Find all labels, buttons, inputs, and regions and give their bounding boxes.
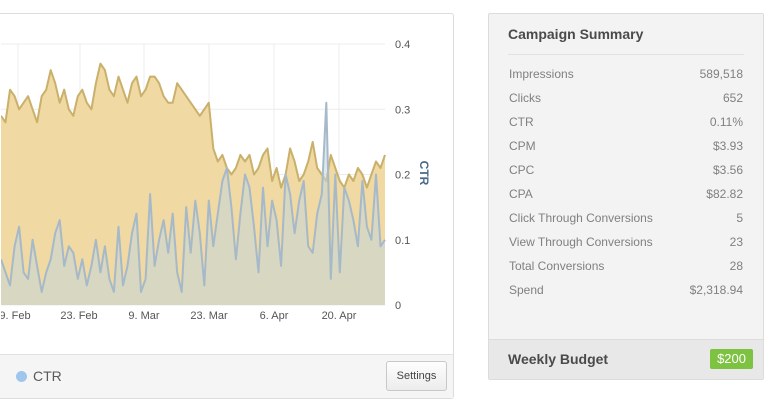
metric-label: View Through Conversions bbox=[509, 235, 653, 249]
metric-row: Impressions 589,518 bbox=[509, 65, 743, 89]
metric-row: CPC $3.56 bbox=[509, 161, 743, 185]
metric-value: 0.11% bbox=[709, 115, 743, 129]
metric-value: 23 bbox=[729, 235, 743, 249]
metric-row: Spend $2,318.94 bbox=[509, 281, 743, 305]
y-axis-right: 0 0.1 0.2 0.3 0.4 bbox=[395, 39, 410, 312]
ctr-chart: 9. Feb 23. Feb 9. Mar 23. Mar 6. Apr 20. Apr … bbox=[1, 39, 431, 322]
y-tick-label: 0.1 bbox=[395, 235, 410, 247]
legend-ctr-label[interactable]: CTR bbox=[33, 368, 62, 384]
chart-panel: 9. Feb 23. Feb 9. Mar 23. Mar 6. Apr 20. Apr … bbox=[0, 13, 454, 399]
x-tick-label: 23. Feb bbox=[60, 310, 97, 322]
metric-label: Click Through Conversions bbox=[509, 211, 653, 225]
metric-row: Click Through Conversions 5 bbox=[509, 209, 743, 233]
metric-row: Clicks 652 bbox=[509, 89, 743, 113]
series-line-1 bbox=[1, 62, 386, 189]
metric-value: 652 bbox=[722, 91, 743, 105]
y-tick-label: 0 bbox=[395, 300, 401, 312]
budget-badge: $200 bbox=[710, 349, 753, 369]
y-tick-label: 0.4 bbox=[395, 39, 410, 51]
metric-value: 589,518 bbox=[699, 67, 743, 81]
divider bbox=[508, 54, 744, 55]
metric-value: $3.56 bbox=[712, 163, 743, 177]
metric-value: $2,318.94 bbox=[689, 283, 743, 297]
x-tick-label: 9. Mar bbox=[128, 310, 160, 322]
metric-label: Spend bbox=[509, 283, 544, 297]
y-tick-label: 0.3 bbox=[395, 104, 410, 116]
metrics-list: Impressions 589,518 Clicks 652 CTR 0.11%… bbox=[509, 65, 743, 305]
metric-label: CPM bbox=[509, 139, 536, 153]
x-axis: 9. Feb 23. Feb 9. Mar 23. Mar 6. Apr 20. Apr bbox=[1, 310, 357, 322]
metric-row: Total Conversions 28 bbox=[509, 257, 743, 281]
metric-label: CPC bbox=[509, 163, 535, 177]
metric-label: Impressions bbox=[509, 67, 574, 81]
y-tick-label: 0.2 bbox=[395, 170, 410, 182]
metric-label: CPA bbox=[509, 187, 533, 201]
x-tick-label: 23. Mar bbox=[190, 310, 228, 322]
series-line-ctr bbox=[1, 101, 386, 293]
weekly-budget-bar: Weekly Budget $200 bbox=[489, 339, 763, 379]
campaign-summary-panel: Campaign Summary Impressions 589,518 Cli… bbox=[488, 13, 764, 380]
metric-value: $82.82 bbox=[706, 187, 743, 201]
metric-row: View Through Conversions 23 bbox=[509, 233, 743, 257]
y-axis-title: CTR bbox=[417, 161, 431, 186]
metric-row: CPA $82.82 bbox=[509, 185, 743, 209]
metric-value: 28 bbox=[729, 259, 743, 273]
metric-label: Total Conversions bbox=[509, 259, 605, 273]
summary-title: Campaign Summary bbox=[508, 26, 644, 42]
x-tick-label: 20. Apr bbox=[322, 310, 357, 322]
budget-label: Weekly Budget bbox=[508, 351, 609, 367]
chart-footer: CTR Settings bbox=[0, 354, 453, 398]
metric-label: Clicks bbox=[509, 91, 541, 105]
x-tick-label: 6. Apr bbox=[260, 310, 289, 322]
metric-label: CTR bbox=[509, 115, 534, 129]
metric-row: CTR 0.11% bbox=[509, 113, 743, 137]
legend-ctr-marker[interactable] bbox=[16, 371, 27, 382]
metric-row: CPM $3.93 bbox=[509, 137, 743, 161]
metric-value: 5 bbox=[736, 211, 743, 225]
metric-value: $3.93 bbox=[712, 139, 743, 153]
settings-button[interactable]: Settings bbox=[386, 361, 447, 391]
x-tick-label: 9. Feb bbox=[1, 310, 31, 322]
